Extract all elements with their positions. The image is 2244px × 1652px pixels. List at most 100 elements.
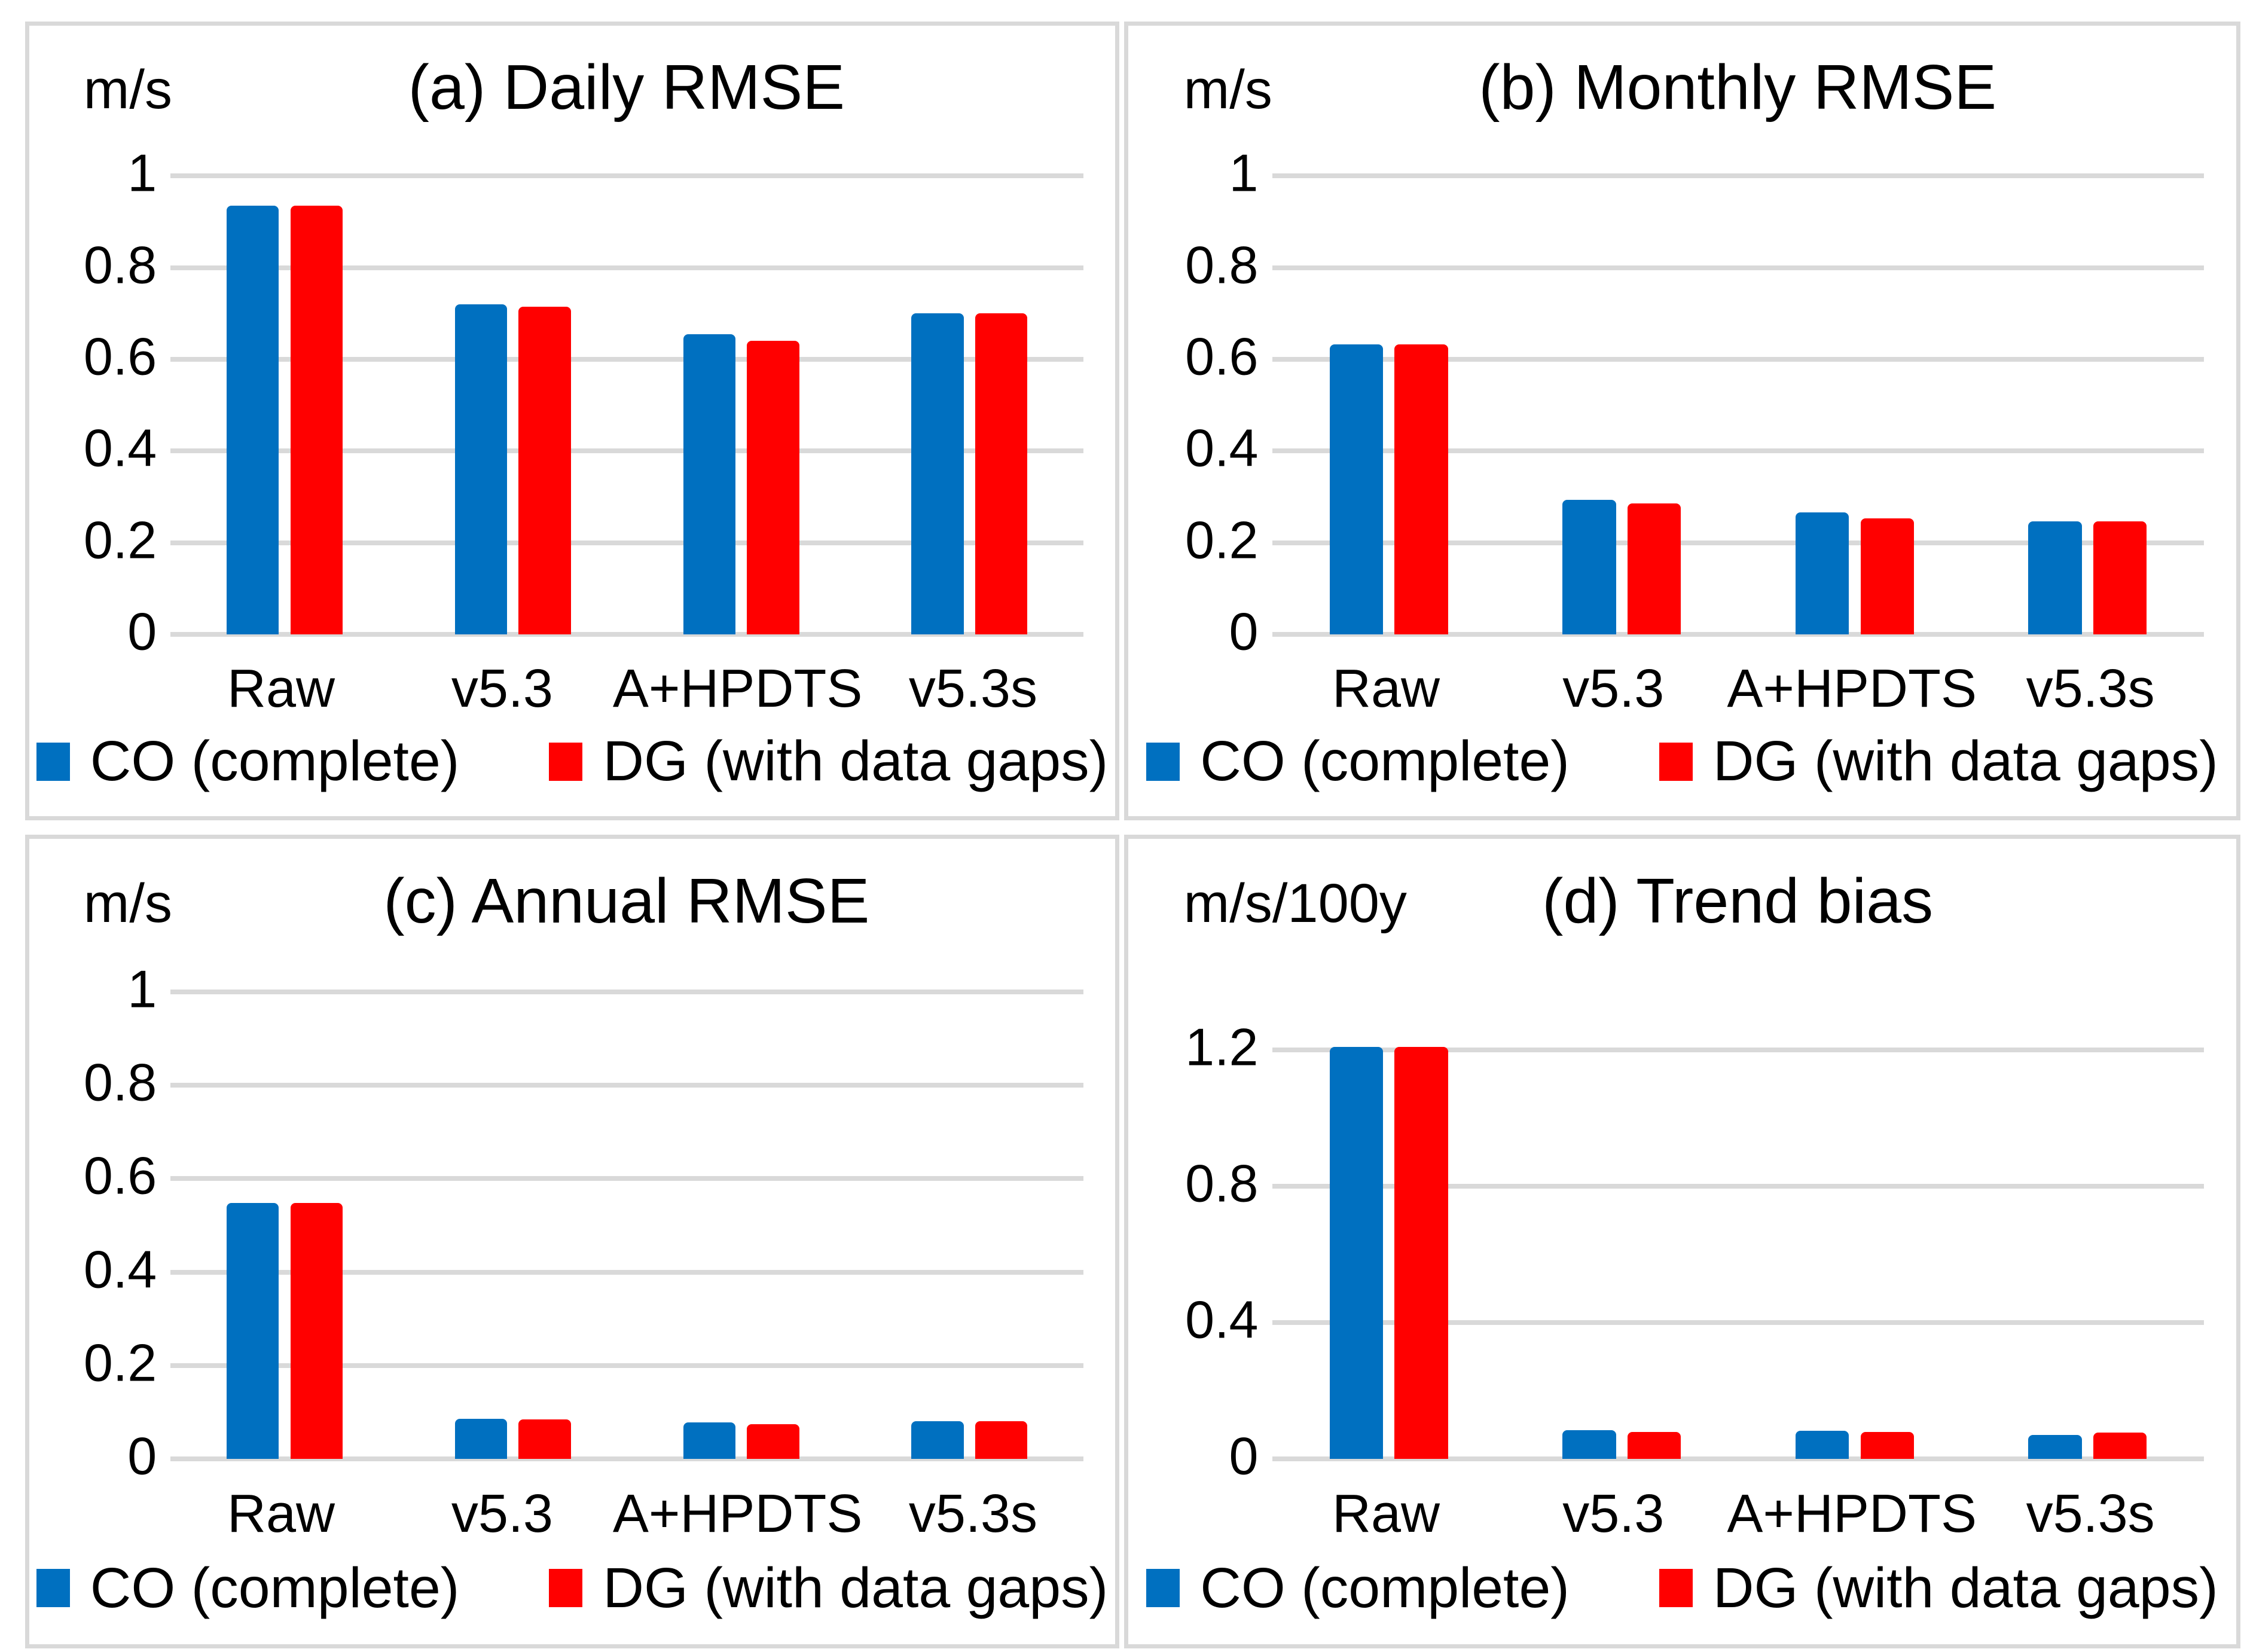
gridline-y-0 [1272,1456,2205,1462]
legend-label-dg: DG (with data gaps) [1712,729,2218,793]
gridline-y-0.6 [170,356,1084,362]
panel-b: m/s (b) Monthly RMSE 0 0.2 0.4 0.6 0.8 1 Raw v… [1124,22,2240,820]
gridline-y-0.8 [170,265,1084,270]
bar-dg-v5.3 [518,1419,571,1459]
bar-co-v5.3s [2028,521,2082,634]
y-tick-label: 0.2 [1185,510,1259,570]
x-axis-labels: Raw v5.3 A+HPDTS v5.3s [1272,1487,2204,1541]
plot-area: 0 0.2 0.4 0.6 0.8 1 [84,146,1084,658]
gridline-y-0.8 [1272,265,2205,270]
category-label-A+HPDTS: A+HPDTS [612,1484,863,1544]
category-label-A+HPDTS: A+HPDTS [612,659,863,719]
gridline-y-0 [170,1456,1084,1462]
bar-dg-Raw [1394,344,1448,634]
bar-groups [1272,1016,2204,1459]
legend-label-co: CO (complete) [1200,1556,1570,1620]
bar-co-Raw [1329,1046,1383,1459]
legend-swatch-co [1146,742,1180,781]
legend-swatch-dg [549,742,583,781]
bar-group-v5.3s [1971,1016,2205,1459]
bar-co-A+HPDTS [1795,512,1849,634]
bar-dg-A+HPDTS [747,341,799,634]
y-tick-label: 0.8 [83,235,157,295]
x-axis-labels: Raw v5.3 A+HPDTS v5.3s [170,662,1083,716]
bar-dg-v5.3s [2093,521,2147,634]
bar-dg-v5.3s [2093,1433,2147,1459]
legend-swatch-co [1146,1569,1180,1608]
category-label-v5.3: v5.3 [451,1484,553,1544]
gridline-y-0 [170,631,1084,637]
y-tick-label: 1 [127,959,157,1019]
legend: CO (complete) DG (with data gaps) [1128,733,2236,790]
gridline-y-1 [170,989,1084,994]
legend-label-co: CO (complete) [90,1556,460,1620]
legend: CO (complete) DG (with data gaps) [29,733,1115,790]
bar-group-A+HPDTS [1738,176,1971,634]
y-tick-label: 0.8 [1185,235,1259,295]
bar-groups [170,992,1083,1459]
bar-groups [170,176,1083,634]
category-label-v5.3s: v5.3s [2026,1484,2155,1544]
bar-dg-v5.3 [1628,1432,1681,1459]
x-axis-labels: Raw v5.3 A+HPDTS v5.3s [1272,662,2204,716]
category-label-v5.3s: v5.3s [908,659,1037,719]
legend-item-dg: DG (with data gaps) [549,733,1108,790]
chart-title: (b) Monthly RMSE [1479,52,1997,123]
category-label-A+HPDTS: A+HPDTS [1727,1484,1977,1544]
y-tick-label: 0.4 [1185,1290,1259,1349]
category-label-A+HPDTS: A+HPDTS [1727,659,1977,719]
legend-item-co: CO (complete) [1146,733,1570,790]
bar-group-v5.3 [399,992,627,1459]
y-tick-label: 0 [1229,1426,1259,1486]
bar-group-A+HPDTS [627,176,856,634]
gridline-y-0.4 [170,1269,1084,1275]
bar-co-v5.3 [454,304,508,634]
gridline-y-0.2 [170,1363,1084,1368]
bar-groups [1272,176,2204,634]
bar-group-v5.3s [856,992,1084,1459]
gridline-y-0.4 [170,448,1084,454]
gridline-y-0.4 [1272,448,2205,454]
bar-group-Raw [170,992,399,1459]
bar-co-A+HPDTS [683,1422,736,1459]
legend-item-co: CO (complete) [36,1556,460,1620]
bar-co-A+HPDTS [683,334,736,634]
bar-group-v5.3s [856,176,1084,634]
bar-dg-A+HPDTS [1860,518,1914,634]
legend-label-dg: DG (with data gaps) [1712,1556,2218,1620]
bar-dg-Raw [1394,1046,1448,1459]
gridline-y-0.8 [170,1083,1084,1088]
gridline-y-0.8 [1272,1184,2205,1189]
legend: CO (complete) DG (with data gaps) [29,1556,1115,1620]
y-tick-label: 0.4 [83,1239,157,1299]
y-tick-label: 1 [127,143,157,203]
category-label-Raw: Raw [227,659,335,719]
bar-co-Raw [227,1203,279,1459]
bar-co-v5.3 [454,1419,508,1459]
bar-dg-Raw [290,206,343,634]
legend-label-co: CO (complete) [1200,729,1570,793]
gridline-y-1.2 [1272,1048,2205,1053]
bar-co-v5.3s [2028,1434,2082,1459]
y-tick-label: 0.4 [1185,418,1259,478]
y-tick-label: 0 [127,1426,157,1486]
bar-dg-A+HPDTS [1860,1432,1914,1459]
category-label-Raw: Raw [1332,659,1440,719]
legend-label-dg: DG (with data gaps) [603,1556,1109,1620]
legend-swatch-co [36,742,70,781]
bar-co-A+HPDTS [1795,1431,1849,1459]
y-tick-label: 0.8 [83,1052,157,1112]
category-label-v5.3: v5.3 [1562,1484,1665,1544]
legend-item-dg: DG (with data gaps) [1659,733,2218,790]
y-axis-unit-label: m/s [83,872,172,934]
y-tick-label: 0.6 [83,326,157,386]
bar-co-v5.3s [911,1421,964,1459]
bar-co-v5.3 [1562,1430,1616,1459]
bar-group-Raw [1272,176,1506,634]
panel-d: m/s/100y (d) Trend bias 0 0.4 0.8 1.2 Raw v5… [1124,835,2240,1648]
bar-dg-v5.3s [975,313,1028,634]
gridline-y-0.2 [1272,540,2205,545]
bar-dg-v5.3 [1628,503,1681,634]
y-tick-label: 0.6 [83,1146,157,1206]
